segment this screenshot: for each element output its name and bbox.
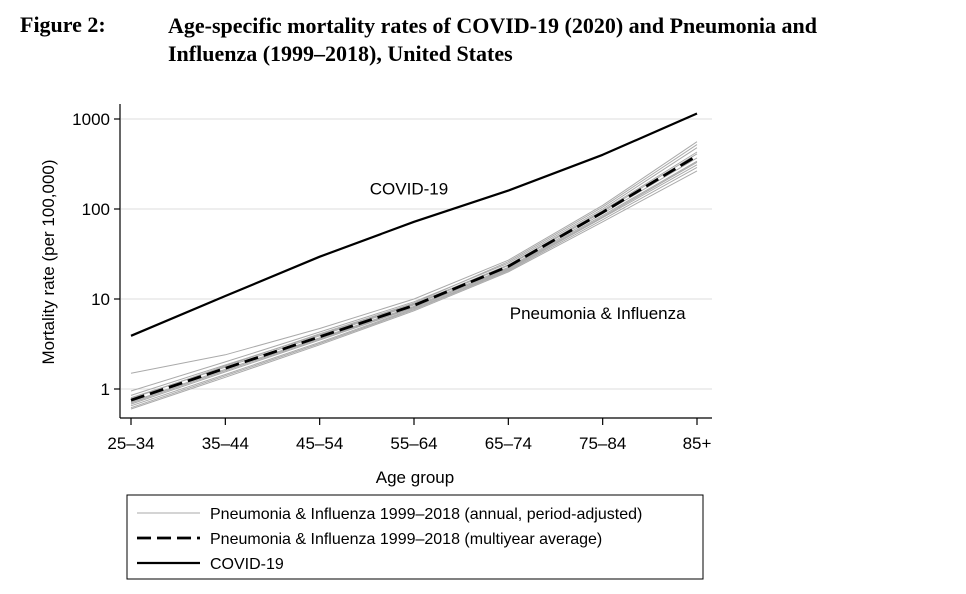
pi-annual-series-line: [130, 144, 698, 400]
figure-label: Figure 2:: [20, 12, 106, 37]
pi-average-series-line: [130, 154, 698, 402]
pi-annual-series-line: [130, 151, 698, 396]
pi-annual-series-line: [130, 166, 698, 409]
covid-series-line: [130, 112, 698, 337]
legend-label: Pneumonia & Influenza 1999–2018 (annual,…: [210, 506, 642, 523]
figure-title-line2: Influenza (1999–2018), United States: [168, 41, 513, 66]
pi-annual-series-line: [130, 164, 698, 407]
legend-label: COVID-19: [210, 556, 284, 573]
x-tick-label: 45–54: [296, 434, 343, 453]
y-tick-label: 1000: [72, 110, 110, 129]
x-tick-label: 55–64: [390, 434, 437, 453]
x-tick-label: 25–34: [107, 434, 154, 453]
legend-box: [126, 494, 704, 580]
pi-annual-series-line: [130, 161, 698, 404]
figure-title: Age-specific mortality rates of COVID-19…: [168, 12, 958, 68]
pi-annual-series-line: [130, 141, 698, 374]
x-tick-label: 85+: [683, 434, 712, 453]
covid-annotation: COVID-19: [370, 179, 448, 198]
y-tick-label: 10: [91, 290, 110, 309]
x-tick-label: 35–44: [202, 434, 249, 453]
x-tick-label: 75–84: [579, 434, 626, 453]
legend-label: Pneumonia & Influenza 1999–2018 (multiye…: [210, 531, 602, 548]
x-tick-label: 65–74: [485, 434, 532, 453]
y-tick-label: 100: [82, 200, 110, 219]
y-axis-title: Mortality rate (per 100,000): [39, 159, 58, 364]
y-tick-label: 1: [101, 380, 110, 399]
pi-annual-series-line: [130, 147, 698, 392]
pi-annotation: Pneumonia & Influenza: [510, 304, 686, 323]
figure-title-line1: Age-specific mortality rates of COVID-19…: [168, 13, 817, 38]
x-axis-title: Age group: [376, 468, 454, 487]
pi-annual-series-line: [130, 170, 698, 410]
